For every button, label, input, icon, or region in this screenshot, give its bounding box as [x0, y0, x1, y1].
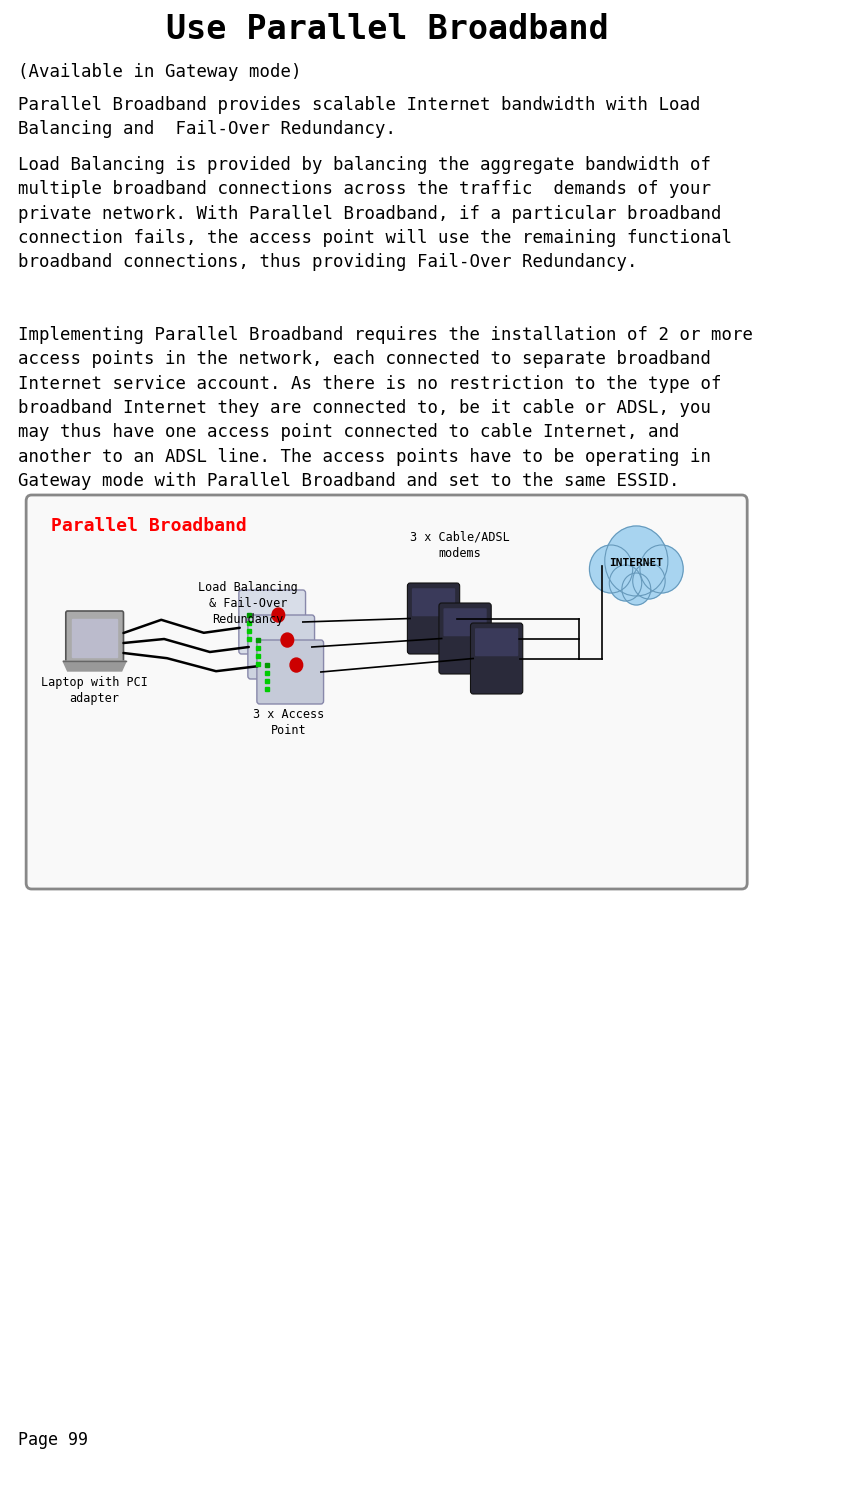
Circle shape: [589, 546, 633, 593]
Text: Load Balancing is provided by balancing the aggregate bandwidth of
multiple broa: Load Balancing is provided by balancing …: [18, 157, 732, 271]
FancyBboxPatch shape: [239, 590, 306, 655]
Circle shape: [605, 526, 667, 596]
FancyBboxPatch shape: [407, 583, 460, 655]
FancyBboxPatch shape: [475, 628, 518, 656]
FancyBboxPatch shape: [439, 602, 491, 674]
Text: Laptop with PCI
adapter: Laptop with PCI adapter: [41, 675, 148, 705]
Bar: [265, 663, 270, 666]
Text: Use Parallel Broadband: Use Parallel Broadband: [166, 13, 608, 46]
Bar: [256, 646, 260, 650]
FancyBboxPatch shape: [248, 614, 314, 678]
Bar: [265, 687, 270, 690]
FancyBboxPatch shape: [257, 640, 324, 704]
Bar: [247, 637, 252, 641]
Bar: [265, 678, 270, 683]
FancyBboxPatch shape: [443, 608, 487, 637]
Text: Parallel Broadband: Parallel Broadband: [52, 517, 247, 535]
Circle shape: [272, 608, 284, 622]
Bar: [256, 638, 260, 643]
Polygon shape: [63, 661, 126, 671]
Circle shape: [633, 564, 665, 599]
Circle shape: [290, 658, 302, 672]
Text: Page 99: Page 99: [18, 1431, 88, 1449]
Bar: [256, 655, 260, 658]
Text: 3 x Cable/ADSL
modems: 3 x Cable/ADSL modems: [410, 531, 509, 561]
Text: 3 x Access
Point: 3 x Access Point: [253, 708, 324, 737]
Circle shape: [622, 573, 651, 605]
Circle shape: [275, 611, 282, 619]
Text: Parallel Broadband provides scalable Internet bandwidth with Load
Balancing and : Parallel Broadband provides scalable Int…: [18, 95, 701, 139]
Bar: [247, 613, 252, 617]
Circle shape: [293, 661, 300, 669]
Circle shape: [283, 637, 291, 644]
Text: Implementing Parallel Broadband requires the installation of 2 or more
access po: Implementing Parallel Broadband requires…: [18, 327, 753, 491]
Text: (Available in Gateway mode): (Available in Gateway mode): [18, 63, 302, 81]
Bar: [72, 619, 117, 658]
Bar: [247, 620, 252, 625]
Circle shape: [640, 546, 683, 593]
FancyBboxPatch shape: [26, 495, 747, 889]
Circle shape: [609, 565, 642, 601]
Bar: [256, 662, 260, 666]
Circle shape: [281, 634, 294, 647]
FancyBboxPatch shape: [471, 623, 523, 693]
Text: INTERNET: INTERNET: [609, 558, 663, 568]
FancyBboxPatch shape: [66, 611, 124, 663]
FancyBboxPatch shape: [412, 589, 455, 616]
Bar: [265, 671, 270, 675]
Text: Load Balancing
& Fail-Over
Redundancy: Load Balancing & Fail-Over Redundancy: [198, 581, 298, 626]
Bar: [247, 629, 252, 634]
